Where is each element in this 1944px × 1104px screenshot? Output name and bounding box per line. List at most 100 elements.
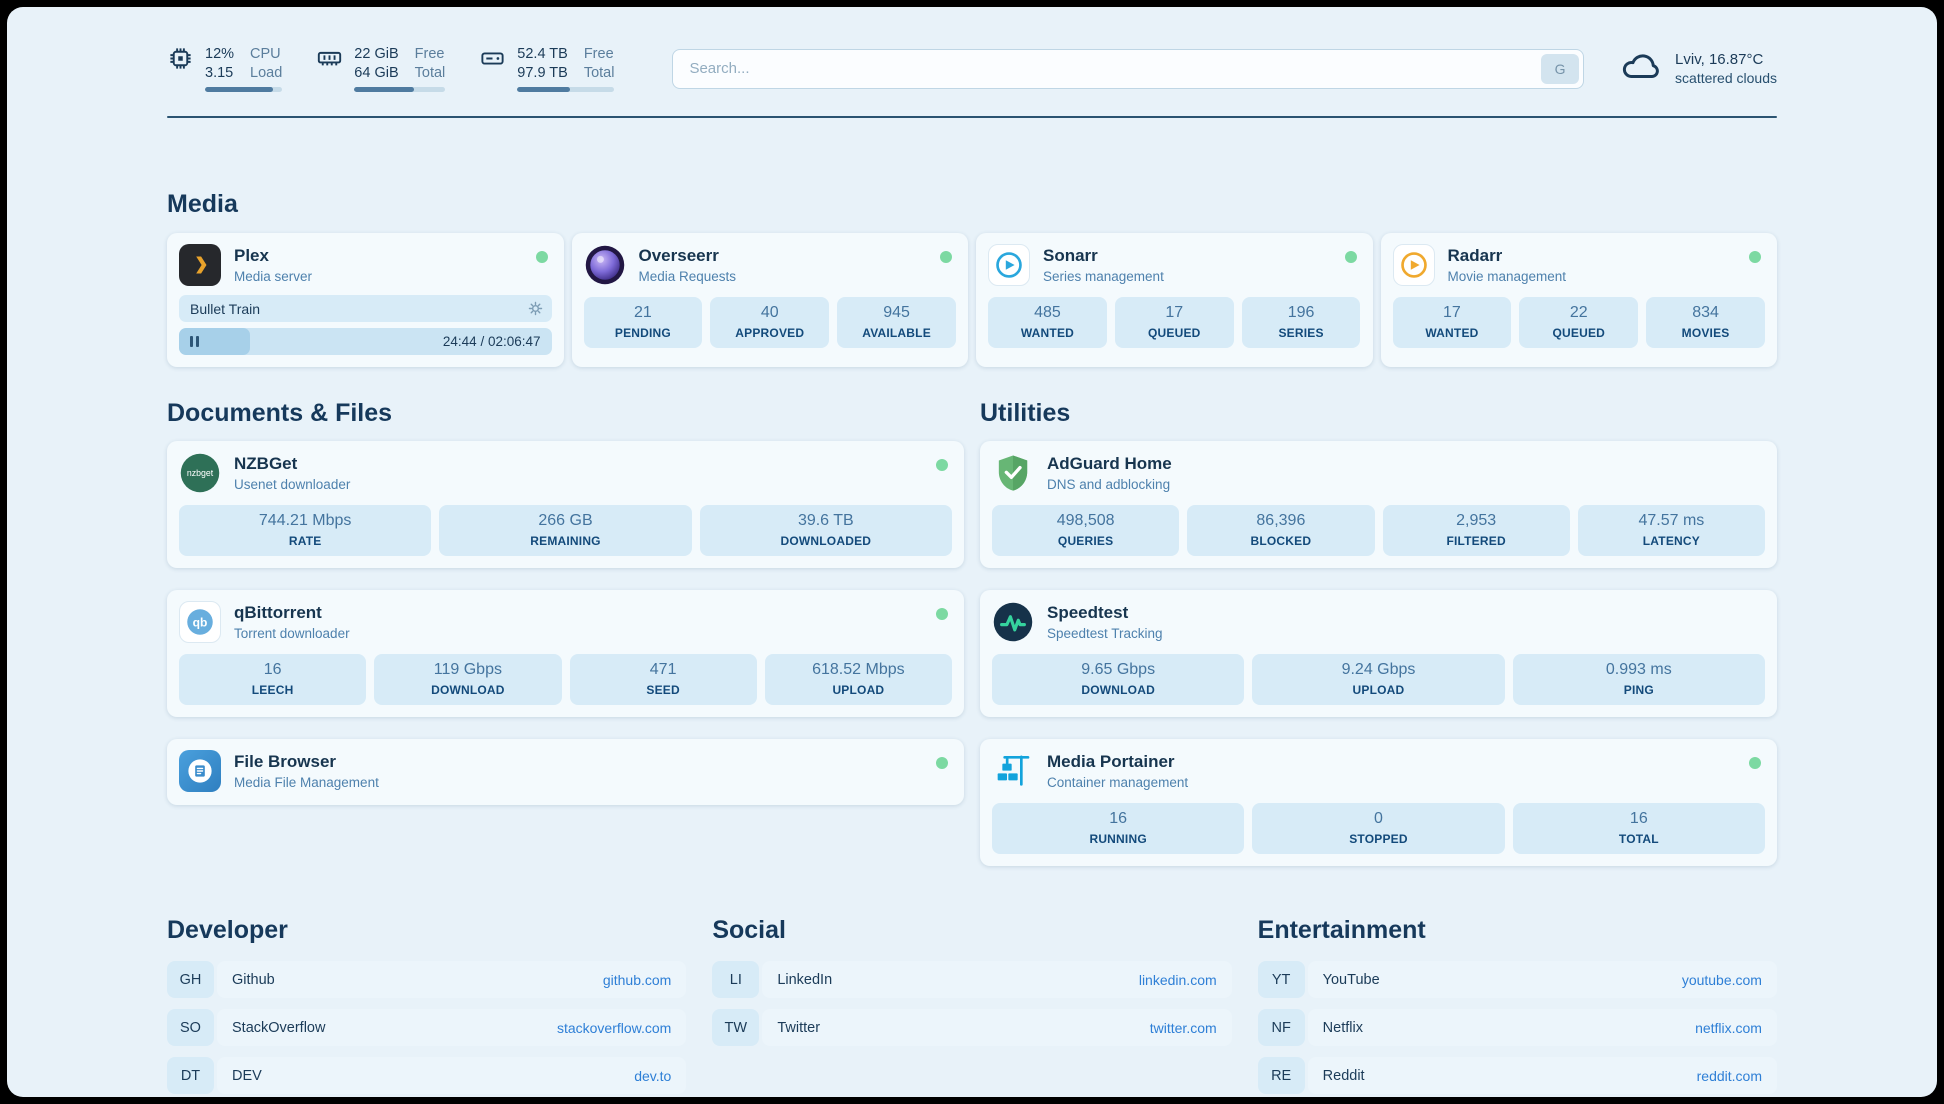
cpu-usage-bar [205,87,283,92]
weather-condition: scattered clouds [1675,70,1777,86]
bookmark-url[interactable]: stackoverflow.com [556,1019,672,1036]
memory-free-value: 22 GiB [354,46,399,62]
service-subtitle: Media File Management [234,775,379,790]
qbittorrent-card[interactable]: qb qBittorrent Torrent downloader 16 LEEC… [167,590,964,717]
weather-location: Lviv, 16.87°C [1675,51,1764,68]
section-utilities: Utilities AdGuard Home [980,399,1777,866]
gear-icon[interactable] [527,300,544,317]
stat-queued: 22 QUEUED [1519,297,1639,348]
stat-latency: 47.57 ms LATENCY [1577,505,1765,556]
bookmark-name: Github [232,971,275,988]
service-subtitle: Media Requests [638,269,737,284]
stat-seed: 471 SEED [569,654,757,705]
stat-available: 945 AVAILABLE [837,297,956,348]
service-name: Radarr [1447,246,1503,265]
stat-download: 119 Gbps DOWNLOAD [374,654,562,705]
service-name: File Browser [234,752,337,771]
radarr-card[interactable]: Radarr Movie management 17 WANTED 22 QUEUE… [1380,233,1777,367]
bookmark-linkedin[interactable]: LI LinkedIn linkedin.com [712,961,1232,998]
sonarr-icon [988,244,1030,286]
service-subtitle: Torrent downloader [234,626,350,641]
bookmark-dev[interactable]: DT DEV dev.to [167,1057,687,1094]
bookmark-reddit[interactable]: RE Reddit reddit.com [1257,1057,1777,1094]
status-dot [936,608,948,620]
bookmark-name: StackOverflow [232,1019,326,1036]
stat-stopped: 0 STOPPED [1252,803,1505,854]
nzbget-card[interactable]: nzbget NZBGet Usenet downloader 744.21 M… [167,441,964,568]
pause-icon[interactable] [190,336,199,347]
bookmark-url[interactable]: dev.to [634,1067,672,1084]
bookmark-github[interactable]: GH Github github.com [167,961,687,998]
memory-widget: 22 GiB Free 64 GiB Total [316,45,446,92]
disk-icon [479,45,506,72]
memory-icon [316,45,343,72]
search-input[interactable] [672,48,1585,89]
search: G [672,48,1585,89]
disk-free-value: 52.4 TB [517,46,568,62]
service-name: AdGuard Home [1047,454,1172,473]
cpu-icon [167,45,194,72]
bookmark-twitter[interactable]: TW Twitter twitter.com [712,1009,1232,1046]
sonarr-card[interactable]: Sonarr Series management 485 WANTED 17 QUE… [976,233,1373,367]
service-subtitle: Series management [1043,269,1164,284]
memory-free-label: Free [414,46,445,62]
service-name: qBittorrent [234,603,322,622]
bookmark-name: Twitter [777,1019,821,1036]
status-dot [936,757,948,769]
bookmark-url[interactable]: linkedin.com [1138,971,1217,988]
status-dot [936,459,948,471]
adguard-card[interactable]: AdGuard Home DNS and adblocking 498,508 Q… [980,441,1777,568]
service-subtitle: DNS and adblocking [1047,477,1171,492]
status-dot [535,251,548,263]
adguard-shield-icon [992,452,1034,494]
svg-text:nzbget: nzbget [187,468,214,478]
plex-icon [179,244,221,286]
bookmark-name: DEV [232,1067,262,1084]
status-dot [1344,251,1357,263]
bookmark-abbr: NF [1257,1009,1305,1046]
stat-wanted: 17 WANTED [1392,297,1512,348]
stat-ping: 0.993 ms PING [1512,654,1765,705]
status-dot [1749,251,1761,263]
playback-progress-bar[interactable]: 24:44 / 02:06:47 [179,328,552,355]
bookmark-abbr: GH [167,961,214,998]
bookmark-stackoverflow[interactable]: SO StackOverflow stackoverflow.com [167,1009,687,1046]
memory-usage-bar [354,87,446,92]
overseerr-card[interactable]: Overseerr Media Requests 21 PENDING 40 APP… [571,233,968,367]
disk-usage-bar [517,87,615,92]
dashboard-page: 12% CPU 3.15 Load [7,7,1937,1097]
filebrowser-card[interactable]: File Browser Media File Management [167,739,964,805]
service-subtitle: Movie management [1447,269,1567,284]
stat-upload: 9.24 Gbps UPLOAD [1252,654,1505,705]
section-title-utilities: Utilities [980,399,1071,427]
bookmark-name: YouTube [1322,971,1380,988]
disk-total-label: Total [583,65,615,81]
stat-rate: 744.21 Mbps RATE [179,505,432,556]
bookmark-url[interactable]: youtube.com [1681,971,1762,988]
bookmark-netflix[interactable]: NF Netflix netflix.com [1257,1009,1777,1046]
stat-wanted: 485 WANTED [988,297,1107,348]
speedtest-icon [992,601,1034,643]
bookmark-url[interactable]: github.com [602,971,672,988]
search-provider-button[interactable]: G [1541,53,1580,84]
section-media: Media Plex Media server [167,190,1777,367]
filebrowser-icon [179,750,221,792]
stat-running: 16 RUNNING [992,803,1245,854]
speedtest-card[interactable]: Speedtest Speedtest Tracking 9.65 Gbps DO… [980,590,1777,717]
stat-total: 16 TOTAL [1512,803,1765,854]
stat-pending: 21 PENDING [583,297,703,348]
plex-card[interactable]: Plex Media server Bullet Train [167,233,564,367]
status-dot [940,251,952,263]
portainer-card[interactable]: Media Portainer Container management 16 R… [980,739,1777,866]
bookmark-url[interactable]: netflix.com [1695,1019,1762,1036]
bookmark-abbr: DT [167,1057,214,1094]
cpu-widget: 12% CPU 3.15 Load [167,45,283,92]
bookmark-url[interactable]: twitter.com [1149,1019,1217,1036]
stat-remaining: 266 GB REMAINING [439,505,692,556]
section-documents: Documents & Files nzbget NZBGet Usenet d [167,399,964,866]
bookmarks-social: Social LI LinkedIn linkedin.com TW Twitt… [712,916,1232,1097]
stat-filtered: 2,953 FILTERED [1382,505,1570,556]
bookmark-youtube[interactable]: YT YouTube youtube.com [1257,961,1777,998]
section-title-media: Media [167,190,238,218]
bookmark-url[interactable]: reddit.com [1696,1067,1762,1084]
